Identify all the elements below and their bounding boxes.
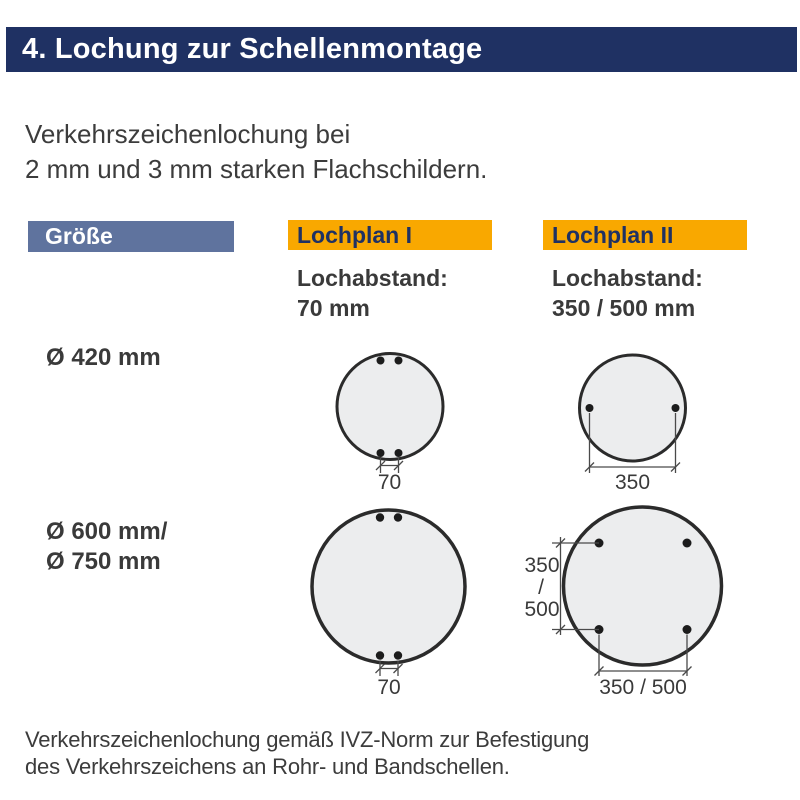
footer-line-2: des Verkehrszeichens an Rohr- und Bandsc… xyxy=(25,754,510,779)
mounting-hole xyxy=(671,404,680,412)
footer-text: Verkehrszeichenlochung gemäß IVZ-Norm zu… xyxy=(25,726,589,780)
vertical-dimension-label-sep: / xyxy=(538,576,544,599)
sign-disc-600-plan1 xyxy=(310,508,467,665)
intro-line-2: 2 mm und 3 mm starken Flachschildern. xyxy=(25,154,488,184)
intro-line-1: Verkehrszeichenlochung bei xyxy=(25,119,351,149)
mounting-hole xyxy=(376,449,385,457)
row-label-420: Ø 420 mm xyxy=(46,344,161,371)
lochplan2-subheader: Lochabstand: 350 / 500 mm xyxy=(552,263,703,323)
mounting-hole xyxy=(393,651,403,660)
size-column-header: Größe xyxy=(28,221,234,252)
dimension-label-600-plan1: 70 xyxy=(377,676,400,699)
lochplan2-subheader-value: 350 / 500 mm xyxy=(552,295,696,321)
diagram-420-lochplan2: 350 xyxy=(578,353,687,494)
mounting-hole xyxy=(375,513,385,522)
horizontal-dimension-lines-600-plan2 xyxy=(594,634,692,676)
lochplan1-subheader: Lochabstand: 70 mm xyxy=(297,263,448,323)
diagram-600-lochplan1: 70 xyxy=(310,508,467,699)
mounting-hole xyxy=(682,538,692,548)
lochplan2-subheader-label: Lochabstand: xyxy=(552,265,703,291)
mounting-hole xyxy=(376,356,385,365)
dimension-label-420-plan1: 70 xyxy=(378,471,401,494)
mounting-hole xyxy=(393,513,403,522)
sign-disc-420-plan1 xyxy=(335,352,445,461)
mounting-hole xyxy=(682,625,692,634)
vertical-dimension-lines-600-plan2 xyxy=(552,537,599,635)
diagram-420-lochplan1: 70 xyxy=(335,352,445,494)
mounting-hole xyxy=(394,356,403,365)
dimension-lines-420-plan2 xyxy=(584,413,681,473)
mounting-hole xyxy=(394,449,403,457)
sign-disc-420-plan2 xyxy=(578,353,687,463)
row-label-750: Ø 750 mm xyxy=(46,548,161,575)
lochplan1-subheader-label: Lochabstand: xyxy=(297,265,448,291)
mounting-hole xyxy=(375,651,385,660)
lochplan2-column-header: Lochplan II xyxy=(543,220,747,250)
mounting-hole xyxy=(585,404,594,412)
footer-line-1: Verkehrszeichenlochung gemäß IVZ-Norm zu… xyxy=(25,727,590,752)
diagram-600-lochplan2: 350 / 500 350 / 500 xyxy=(524,505,724,699)
sign-disc-600-plan2 xyxy=(561,505,724,667)
row-label-600: Ø 600 mm/ xyxy=(46,518,168,545)
hole-pattern-diagram: 70 350 70 350 xyxy=(310,352,724,699)
dimension-lines-600-plan1 xyxy=(375,660,403,676)
lochplan1-subheader-value: 70 mm xyxy=(297,295,370,321)
section-title-bar: 4. Lochung zur Schellenmontage xyxy=(6,27,797,72)
horizontal-dimension-label-600-plan2: 350 / 500 xyxy=(599,676,687,699)
dimension-label-420-plan2: 350 xyxy=(615,471,650,494)
intro-text: Verkehrszeichenlochung bei 2 mm und 3 mm… xyxy=(25,117,487,187)
vertical-dimension-label-top: 350 xyxy=(524,554,559,577)
lochplan1-column-header: Lochplan I xyxy=(288,220,492,250)
dimension-lines-420-plan1 xyxy=(375,458,404,473)
section-title: 4. Lochung zur Schellenmontage xyxy=(22,33,483,65)
row-label-600-750: Ø 600 mm/ Ø 750 mm xyxy=(46,517,167,577)
vertical-dimension-label-bottom: 500 xyxy=(524,598,559,621)
